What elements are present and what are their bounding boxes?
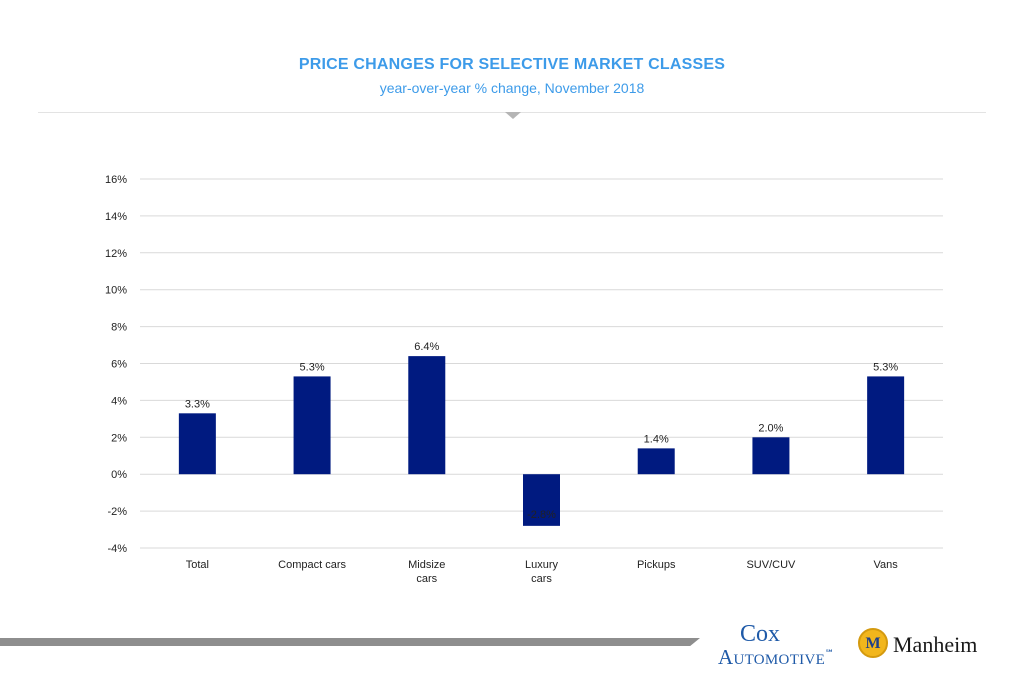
automotive-logo-word: Automotive℠ [718, 645, 835, 669]
data-label: -2.8% [527, 509, 556, 521]
y-tick-label: -2% [107, 506, 127, 518]
x-tick-label: Total [186, 559, 209, 571]
y-tick-label: 8% [111, 322, 127, 334]
bar [867, 376, 905, 475]
x-tick-label: Vans [874, 559, 899, 571]
x-tick-label: Luxury [525, 559, 559, 571]
data-label: 3.3% [185, 398, 210, 410]
chart-title: PRICE CHANGES FOR SELECTIVE MARKET CLASS… [298, 56, 726, 73]
y-tick-label: -4% [107, 543, 127, 555]
data-label: 5.3% [300, 361, 325, 373]
x-tick-label: Compact cars [278, 559, 346, 571]
bar [637, 448, 675, 475]
manheim-logo-word: Manheim [893, 632, 978, 657]
bar [293, 376, 331, 475]
data-labels: 3.3% 5.3% 6.4% -2.8% 1.4% 2.0% 5.3% [185, 341, 899, 521]
data-label: 1.4% [644, 433, 669, 445]
manheim-logo: M Manheim [858, 628, 988, 664]
bar [408, 356, 446, 475]
bar [178, 413, 216, 475]
footer-bar [0, 638, 700, 646]
y-tick-label: 12% [105, 248, 127, 260]
y-axis-ticks: 16% 14% 12% 10% 8% 6% 4% 2% 0% -2% -4% [105, 174, 127, 555]
x-tick-label: Midsize [408, 559, 445, 571]
data-label: 2.0% [758, 422, 783, 434]
x-axis-ticks: Total Compact cars Midsize cars Luxury cars Pi… [186, 559, 899, 585]
y-tick-label: 10% [105, 285, 127, 297]
y-tick-label: 2% [111, 432, 127, 444]
header-caret-icon [505, 112, 521, 119]
y-tick-label: 4% [111, 395, 127, 407]
x-tick-label: cars [416, 573, 437, 585]
bars [178, 356, 905, 526]
service-mark: ℠ [825, 648, 835, 658]
y-tick-label: 0% [111, 469, 127, 481]
data-label: 5.3% [873, 361, 898, 373]
y-tick-label: 16% [105, 174, 127, 186]
chart-subtitle: year-over-year % change, November 2018 [379, 80, 645, 96]
x-tick-label: cars [531, 573, 552, 585]
data-label: 6.4% [414, 341, 439, 353]
x-tick-label: SUV/CUV [746, 559, 796, 571]
y-tick-label: 14% [105, 211, 127, 223]
cox-logo-word: Cox [740, 621, 781, 647]
x-tick-label: Pickups [637, 559, 676, 571]
bar [523, 474, 560, 526]
cox-automotive-logo: Cox Automotive℠ [718, 622, 848, 668]
y-tick-label: 6% [111, 359, 127, 371]
bar [752, 437, 790, 475]
manheim-badge-icon: M [858, 628, 888, 658]
